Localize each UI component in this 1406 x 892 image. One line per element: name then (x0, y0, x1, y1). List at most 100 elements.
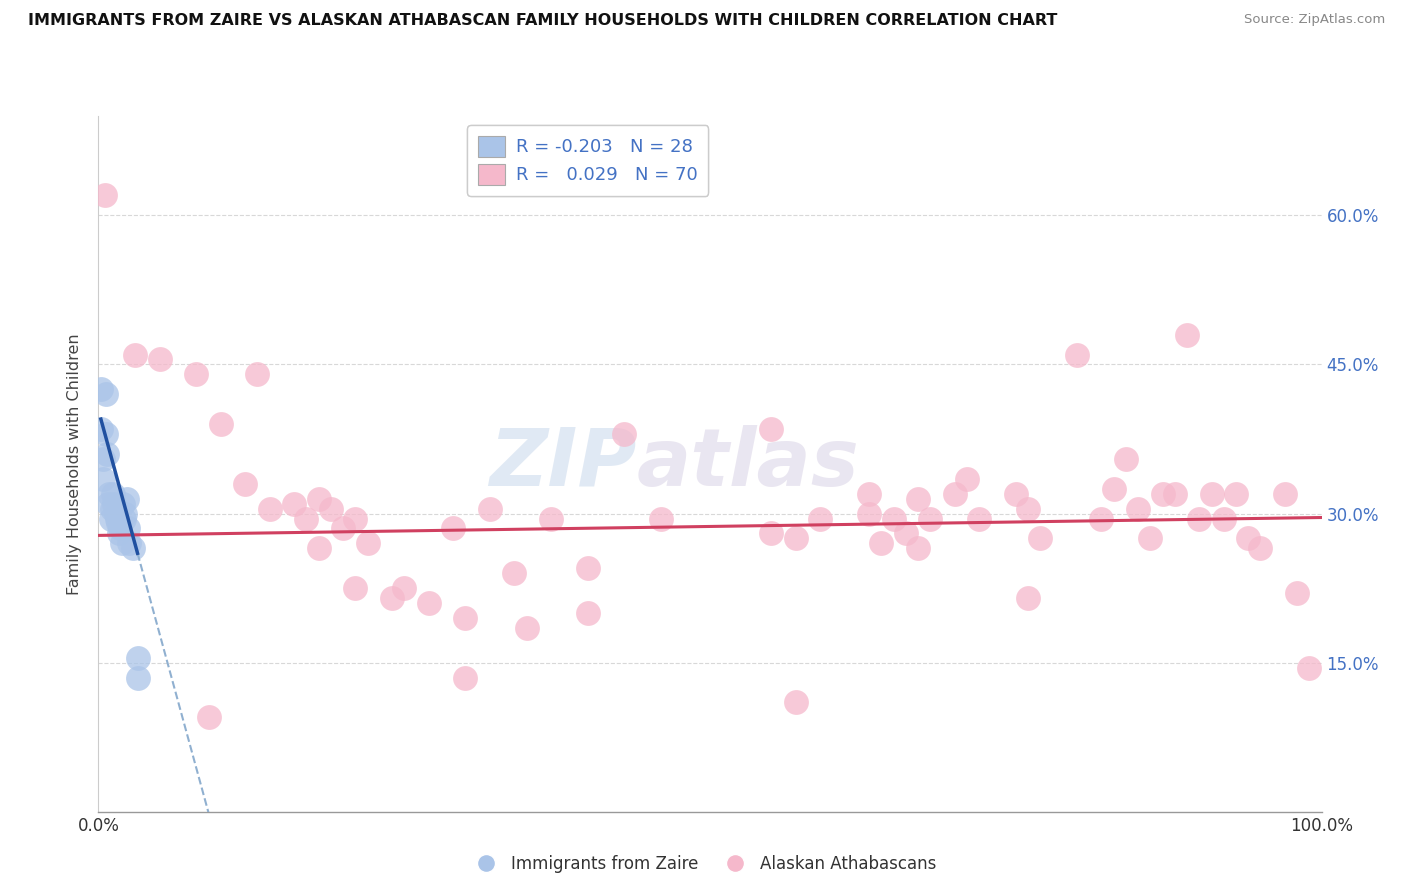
Point (785, 695, 807, 709)
Point (186, 368, 208, 382)
Point (1102, 482, 1125, 496)
Point (124, 347, 146, 361)
Text: IMMIGRANTS FROM ZAIRE VS ALASKAN ATHABASCAN FAMILY HOUSEHOLDS WITH CHILDREN CORR: IMMIGRANTS FROM ZAIRE VS ALASKAN ATHABAS… (28, 13, 1057, 29)
Point (576, 606, 599, 620)
Point (1237, 532, 1260, 546)
Point (97, 497, 120, 511)
Point (115, 491, 138, 506)
Point (943, 486, 966, 500)
Point (1029, 532, 1052, 546)
Point (233, 476, 256, 491)
Point (114, 507, 136, 521)
Point (344, 581, 367, 595)
Point (1115, 451, 1137, 466)
Point (515, 621, 537, 635)
Point (454, 611, 477, 625)
Point (209, 417, 232, 431)
Point (111, 536, 134, 550)
Point (111, 497, 134, 511)
Legend: Immigrants from Zaire, Alaskan Athabascans: Immigrants from Zaire, Alaskan Athabasca… (463, 848, 943, 880)
Point (761, 422, 783, 436)
Point (104, 507, 127, 521)
Point (90, 382, 112, 396)
Point (1152, 486, 1174, 500)
Point (1139, 532, 1161, 546)
Point (118, 536, 141, 550)
Point (332, 521, 354, 535)
Point (94, 387, 117, 401)
Point (650, 511, 672, 525)
Point (808, 511, 831, 525)
Text: atlas: atlas (637, 425, 859, 503)
Point (101, 486, 124, 500)
Point (101, 501, 124, 516)
Point (197, 710, 219, 724)
Point (127, 671, 149, 685)
Point (956, 472, 979, 486)
Point (967, 511, 990, 525)
Point (356, 536, 378, 550)
Point (100, 511, 122, 525)
Point (1017, 591, 1039, 605)
Point (1212, 511, 1234, 525)
Point (381, 591, 404, 605)
Point (858, 507, 880, 521)
Point (94, 427, 117, 442)
Point (883, 511, 905, 525)
Point (1090, 511, 1112, 525)
Point (1017, 501, 1039, 516)
Point (283, 497, 305, 511)
Point (98, 486, 121, 500)
Point (785, 532, 807, 546)
Point (112, 511, 135, 525)
Point (1249, 541, 1271, 556)
Y-axis label: Family Households with Children: Family Households with Children (67, 333, 83, 595)
Point (308, 491, 330, 506)
Point (319, 501, 342, 516)
Point (90, 422, 112, 436)
Point (478, 501, 501, 516)
Point (454, 671, 477, 685)
Point (121, 541, 143, 556)
Point (1225, 486, 1247, 500)
Point (107, 516, 129, 531)
Text: ZIP: ZIP (489, 425, 637, 503)
Point (105, 511, 128, 525)
Point (613, 427, 636, 442)
Point (907, 491, 929, 506)
Point (91, 472, 114, 486)
Point (246, 368, 269, 382)
Point (295, 511, 318, 525)
Point (344, 511, 367, 525)
Point (110, 521, 132, 535)
Point (1066, 347, 1088, 361)
Point (858, 486, 880, 500)
Point (103, 497, 125, 511)
Point (441, 521, 464, 535)
Point (1175, 327, 1198, 342)
Point (1274, 486, 1296, 500)
Point (1286, 586, 1309, 600)
Point (149, 352, 172, 367)
Point (418, 596, 440, 610)
Point (91, 451, 114, 466)
Point (392, 581, 416, 595)
Point (894, 526, 917, 541)
Text: Source: ZipAtlas.com: Source: ZipAtlas.com (1244, 13, 1385, 27)
Point (576, 561, 599, 575)
Point (96, 447, 118, 461)
Point (117, 521, 139, 535)
Point (1164, 486, 1187, 500)
Point (870, 536, 893, 550)
Point (259, 501, 281, 516)
Point (308, 541, 330, 556)
Point (127, 650, 149, 665)
Point (503, 566, 526, 581)
Point (761, 526, 783, 541)
Point (108, 526, 131, 541)
Point (1128, 501, 1150, 516)
Point (907, 541, 929, 556)
Legend: R = -0.203   N = 28, R =   0.029   N = 70: R = -0.203 N = 28, R = 0.029 N = 70 (467, 125, 709, 195)
Point (1201, 486, 1223, 500)
Point (93, 188, 115, 202)
